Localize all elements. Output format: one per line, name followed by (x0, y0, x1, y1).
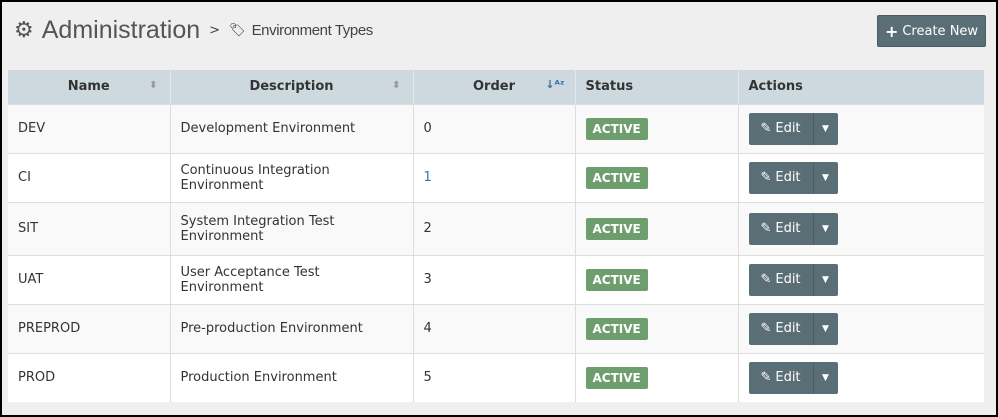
column-label: Description (249, 79, 334, 95)
status-badge: ACTIVE (585, 217, 648, 240)
column-label: Name (67, 79, 110, 95)
cell-actions: ✎ Edit ▼ (737, 152, 984, 202)
edit-button[interactable]: ✎ Edit (749, 263, 814, 296)
column-label: Actions (748, 79, 803, 95)
status-badge: ACTIVE (585, 268, 648, 291)
cell-actions: ✎ Edit ▼ (737, 103, 984, 153)
breadcrumb: ⚙ Administration > 🏷︎ Environment Types (14, 16, 373, 45)
cell-actions: ✎ Edit ▼ (737, 254, 984, 304)
table-row: SIT System Integration Test Environment … (8, 201, 984, 255)
create-new-button[interactable]: + Create New (877, 15, 986, 47)
edit-icon: ✎ (760, 170, 772, 185)
edit-button[interactable]: ✎ Edit (749, 161, 814, 194)
cell-actions: ✎ Edit ▼ (737, 201, 984, 255)
edit-button-group: ✎ Edit ▼ (748, 263, 838, 296)
edit-label: Edit (775, 370, 801, 386)
create-new-label: Create New (902, 23, 979, 39)
table-row: PREPROD Pre-production Environment 4 ACT… (8, 303, 984, 353)
cell-status: ACTIVE (574, 352, 738, 402)
status-badge: ACTIVE (585, 366, 648, 389)
table-row: UAT User Acceptance Test Environment 3 A… (8, 254, 984, 304)
cell-status: ACTIVE (574, 254, 738, 304)
cell-status: ACTIVE (574, 303, 738, 353)
cell-actions: ✎ Edit ▼ (737, 303, 984, 353)
edit-button[interactable]: ✎ Edit (749, 312, 814, 345)
column-header-status: Status (574, 70, 738, 104)
cell-status: ACTIVE (574, 152, 738, 202)
sort-icon: ⬍ (392, 80, 401, 91)
edit-icon: ✎ (760, 321, 772, 336)
status-badge: ACTIVE (585, 117, 648, 140)
sort-icon: ⬍ (149, 80, 158, 91)
cell-order: 0 (412, 103, 575, 153)
cell-order: 3 (412, 254, 575, 304)
column-label: Status (585, 79, 634, 95)
edit-button-group: ✎ Edit ▼ (748, 361, 838, 394)
cell-description: Pre-production Environment (169, 303, 413, 353)
edit-label: Edit (775, 170, 801, 185)
column-header-order[interactable]: Order ↓ᴬᶻ (412, 70, 575, 104)
status-badge: ACTIVE (585, 166, 648, 189)
edit-button-group: ✎ Edit ▼ (748, 212, 838, 245)
edit-icon: ✎ (760, 221, 772, 236)
edit-button[interactable]: ✎ Edit (749, 361, 814, 394)
edit-button[interactable]: ✎ Edit (749, 212, 814, 245)
cell-order: 5 (412, 352, 575, 402)
environment-types-table: Name ⬍ Description ⬍ Order ↓ᴬᶻ Status Actio… (8, 70, 984, 402)
caret-down-icon[interactable]: ▼ (822, 323, 829, 334)
cell-description: Development Environment (169, 103, 413, 153)
cell-name: CI (8, 152, 170, 202)
tag-icon: 🏷︎ (229, 23, 246, 38)
column-header-name[interactable]: Name ⬍ (8, 70, 170, 104)
edit-label: Edit (775, 221, 801, 236)
caret-down-icon[interactable]: ▼ (822, 172, 829, 183)
plus-icon: + (884, 21, 899, 41)
cell-status: ACTIVE (574, 201, 738, 255)
column-header-description[interactable]: Description ⬍ (169, 70, 413, 104)
edit-label: Edit (775, 121, 801, 136)
column-label: Order (473, 79, 515, 95)
cell-name: PREPROD (8, 303, 170, 353)
caret-down-icon[interactable]: ▼ (822, 372, 829, 383)
cell-name: DEV (8, 103, 170, 153)
cell-name: SIT (8, 201, 170, 255)
cell-description: Continuous Integration Environment (169, 152, 413, 202)
edit-label: Edit (775, 321, 801, 336)
cell-name: PROD (8, 352, 170, 402)
edit-icon: ✎ (760, 272, 772, 287)
cell-order: 4 (412, 303, 575, 353)
cell-description: User Acceptance Test Environment (169, 254, 413, 304)
caret-down-icon[interactable]: ▼ (822, 274, 829, 285)
caret-down-icon[interactable]: ▼ (822, 223, 829, 234)
page-title[interactable]: Administration (41, 16, 201, 44)
edit-label: Edit (775, 272, 801, 287)
edit-button-group: ✎ Edit ▼ (748, 312, 838, 345)
gear-icon: ⚙ (14, 18, 34, 43)
cell-order: 1 (412, 152, 575, 202)
edit-button-group: ✎ Edit ▼ (748, 112, 838, 145)
edit-button-group: ✎ Edit ▼ (748, 161, 838, 194)
cell-order: 2 (412, 201, 575, 255)
status-badge: ACTIVE (585, 317, 648, 340)
edit-button[interactable]: ✎ Edit (749, 112, 814, 145)
breadcrumb-current: Environment Types (251, 22, 374, 39)
caret-down-icon[interactable]: ▼ (822, 123, 829, 134)
cell-name: UAT (8, 254, 170, 304)
edit-icon: ✎ (760, 121, 772, 136)
column-header-actions: Actions (737, 70, 984, 104)
table-row: DEV Development Environment 0 ACTIVE ✎ Ed… (8, 103, 984, 153)
edit-icon: ✎ (760, 370, 772, 386)
breadcrumb-separator: > (209, 23, 221, 38)
cell-actions: ✎ Edit ▼ (737, 352, 984, 402)
cell-description: Production Environment (169, 352, 413, 402)
cell-description: System Integration Test Environment (169, 201, 413, 255)
table-row: PROD Production Environment 5 ACTIVE ✎ Ed… (8, 352, 984, 402)
sort-ascending-icon: ↓ᴬᶻ (545, 78, 565, 91)
cell-status: ACTIVE (574, 103, 738, 153)
table-row: CI Continuous Integration Environment 1 … (8, 152, 984, 202)
